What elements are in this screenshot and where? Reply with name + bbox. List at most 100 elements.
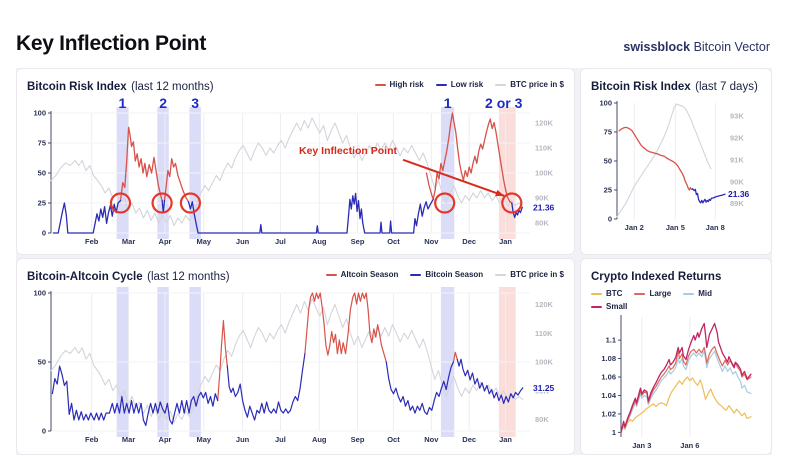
svg-text:75: 75 <box>604 128 612 137</box>
chart-title: Crypto Indexed Returns <box>591 271 722 283</box>
chart-title-group: Bitcoin Risk Index (last 12 months) <box>27 77 214 95</box>
svg-text:0: 0 <box>608 215 612 224</box>
risk-12m-chart: Feb Mar Apr May Jun Jul Aug Sep Oct Nov Dec Jan 0 25 5… <box>27 95 564 247</box>
svg-text:May: May <box>197 435 212 444</box>
page-header: Key Inflection Point swissblock Bitcoin … <box>0 0 788 56</box>
svg-text:Feb: Feb <box>85 435 99 444</box>
svg-text:89K: 89K <box>730 199 744 208</box>
legend-label: Mid <box>698 289 713 298</box>
svg-text:Jan 5: Jan 5 <box>666 223 685 232</box>
svg-text:90K: 90K <box>730 177 744 186</box>
svg-text:50: 50 <box>38 358 46 367</box>
svg-text:1.02: 1.02 <box>601 409 616 418</box>
svg-text:25: 25 <box>38 199 46 208</box>
legend-label: BTC <box>606 289 623 298</box>
svg-text:Apr: Apr <box>159 435 172 444</box>
cards-grid: Bitcoin Risk Index (last 12 months) High… <box>16 68 772 455</box>
legend-swatch-icon <box>495 273 507 276</box>
svg-text:Apr: Apr <box>159 237 172 246</box>
legend-swatch-icon <box>634 292 646 295</box>
card-risk-12m: Bitcoin Risk Index (last 12 months) High… <box>16 68 575 255</box>
svg-text:1.08: 1.08 <box>601 354 616 363</box>
svg-text:50: 50 <box>38 169 46 178</box>
svg-text:100K: 100K <box>535 169 554 178</box>
svg-text:120K: 120K <box>535 119 554 128</box>
svg-text:100: 100 <box>33 289 46 298</box>
page-title: Key Inflection Point <box>16 32 207 55</box>
chart-title-group: Bitcoin-Altcoin Cycle (last 12 months) <box>27 267 230 285</box>
legend-risk-12m: High risk Low risk BTC price in $ <box>374 80 564 89</box>
legend-swatch-icon <box>374 83 386 86</box>
svg-text:Nov: Nov <box>424 435 439 444</box>
svg-text:3: 3 <box>191 95 199 111</box>
legend-label: Low risk <box>450 80 484 89</box>
card-head: Bitcoin Risk Index (last 7 days) <box>591 77 761 95</box>
svg-text:110K: 110K <box>535 329 553 338</box>
legend-altcoin-cycle: Altcoin Season Bitcoin Season BTC price in… <box>325 270 564 279</box>
svg-text:Nov: Nov <box>424 237 439 246</box>
svg-text:1: 1 <box>444 95 452 111</box>
svg-text:1.1: 1.1 <box>606 336 616 345</box>
legend-item: BTC price in $ <box>495 270 564 279</box>
svg-text:90K: 90K <box>535 386 549 395</box>
chart-subtitle: (last 7 days) <box>695 81 758 93</box>
svg-text:1.06: 1.06 <box>601 373 616 382</box>
svg-text:Jul: Jul <box>275 237 286 246</box>
indexed-returns-chart: Jan 3 Jan 6 1 1.02 1.04 1.06 1.08 1.1 <box>591 311 761 451</box>
svg-text:100K: 100K <box>535 358 554 367</box>
svg-text:21.36: 21.36 <box>533 202 555 212</box>
card-head: Bitcoin Risk Index (last 12 months) High… <box>27 77 564 95</box>
legend-item: Bitcoin Season <box>410 270 483 279</box>
chart-canvas: Feb Mar Apr May Jun Jul Aug Sep Oct Nov Dec Jan 0 50 1… <box>33 287 556 444</box>
svg-text:Dec: Dec <box>462 237 476 246</box>
svg-text:Jan 8: Jan 8 <box>706 223 725 232</box>
card-head: Bitcoin-Altcoin Cycle (last 12 months) A… <box>27 267 564 285</box>
chart-subtitle: (last 12 months) <box>147 271 230 283</box>
legend-item: BTC price in $ <box>495 80 564 89</box>
card-indexed-returns: Crypto Indexed Returns BTC Large Mid Small … <box>580 258 772 455</box>
card-head: Crypto Indexed Returns <box>591 267 761 285</box>
svg-text:Oct: Oct <box>387 237 400 246</box>
svg-text:31.25: 31.25 <box>533 383 555 393</box>
chart-subtitle: (last 12 months) <box>131 81 214 93</box>
svg-text:2 or 3: 2 or 3 <box>485 95 523 111</box>
risk-7d-chart: Jan 2 Jan 5 Jan 8 0 25 50 75 100 89K 90K 91K 92K 93K… <box>591 95 761 233</box>
chart-title-group: Bitcoin Risk Index (last 7 days) <box>591 77 758 95</box>
svg-text:Aug: Aug <box>312 435 327 444</box>
legend-swatch-icon <box>410 273 422 276</box>
legend-item: Altcoin Season <box>325 270 398 279</box>
svg-text:91K: 91K <box>730 155 744 164</box>
legend-item: BTC <box>591 289 622 298</box>
legend-item: Large <box>634 289 671 298</box>
svg-text:1: 1 <box>119 95 127 111</box>
chart-title-group: Crypto Indexed Returns <box>591 267 721 285</box>
svg-text:Jun: Jun <box>236 435 250 444</box>
chart-canvas: Jan 2 Jan 5 Jan 8 0 25 50 75 100 89K 90K 91K 92K 93K… <box>599 99 750 233</box>
svg-text:93K: 93K <box>730 112 744 121</box>
chart-canvas: Jan 3 Jan 6 1 1.02 1.04 1.06 1.08 1.1 <box>601 315 752 450</box>
svg-text:1: 1 <box>612 428 616 437</box>
legend-label: Bitcoin Season <box>425 270 484 279</box>
legend-swatch-icon <box>591 292 602 295</box>
brand-logo: swissblock Bitcoin Vector <box>623 40 770 56</box>
legend-label: Large <box>649 289 672 298</box>
svg-text:Jul: Jul <box>275 435 286 444</box>
legend-item: High risk <box>374 80 424 89</box>
svg-text:80K: 80K <box>535 415 549 424</box>
legend-indexed-returns: BTC Large Mid Small <box>591 289 761 311</box>
svg-text:Jan: Jan <box>499 237 512 246</box>
svg-text:Feb: Feb <box>85 237 99 246</box>
card-risk-7d: Bitcoin Risk Index (last 7 days) Jan 2 Ja… <box>580 68 772 255</box>
altcoin-cycle-chart: Feb Mar Apr May Jun Jul Aug Sep Oct Nov Dec Jan 0 50 1… <box>27 285 564 445</box>
svg-text:Jan 3: Jan 3 <box>632 441 651 450</box>
svg-text:75: 75 <box>38 139 46 148</box>
svg-text:100: 100 <box>599 99 612 108</box>
svg-text:Mar: Mar <box>122 435 135 444</box>
svg-text:50: 50 <box>604 157 612 166</box>
svg-text:Jan: Jan <box>499 435 512 444</box>
legend-swatch-icon <box>591 305 602 308</box>
legend-item: Low risk <box>435 80 484 89</box>
svg-text:Jan 6: Jan 6 <box>680 441 699 450</box>
legend-label: High risk <box>389 80 424 89</box>
